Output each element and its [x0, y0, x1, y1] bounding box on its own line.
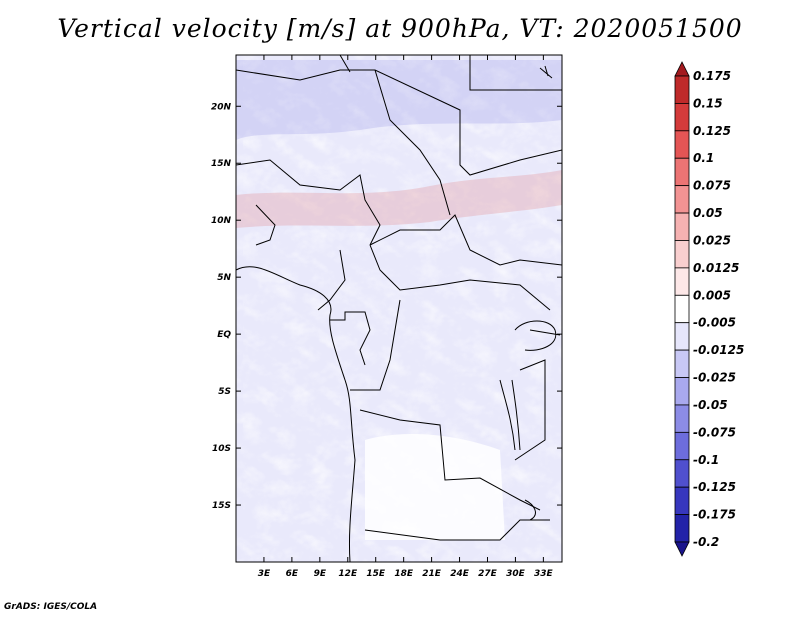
country-border [469, 55, 562, 91]
lon-tick-label: 3E [258, 569, 271, 579]
map-title: Vertical velocity [m/s] at 900hPa, VT: 2… [57, 14, 743, 43]
map-boundaries [236, 55, 562, 562]
map-plot-area [236, 55, 562, 562]
lat-tick-label: 15S [212, 501, 231, 511]
lon-tick-label: 30E [506, 569, 526, 579]
country-border [369, 244, 551, 311]
country-border [359, 409, 541, 511]
colorbar-label: -0.075 [693, 425, 736, 439]
country-border [514, 359, 546, 461]
colorbar-segment [674, 514, 690, 543]
lon-tick-label: 18E [394, 569, 414, 579]
colorbar-segment [674, 185, 690, 214]
colorbar-label: 0.175 [693, 69, 731, 83]
lat-tick-label: 15N [211, 159, 232, 169]
longitude-axis: 3E 6E 9E 12E 15E 18E 21E 24E 27E 30E 33E [258, 55, 554, 579]
colorbar-label: 0.025 [693, 233, 731, 247]
colorbar-top-arrow [674, 61, 690, 77]
colorbar-label: -0.005 [693, 316, 736, 330]
colorbar-label: -0.05 [693, 398, 728, 412]
country-border [350, 299, 401, 391]
colorbar-segment [674, 103, 690, 132]
map-frame [235, 54, 563, 563]
colorbar-label: 0.125 [693, 124, 731, 138]
lake-shoreline [524, 499, 536, 521]
lat-tick-label: 5S [218, 387, 231, 397]
colorbar-label: -0.2 [693, 535, 719, 549]
colorbar-segment [674, 157, 690, 187]
colorbar-segment [674, 404, 690, 433]
lat-tick-label: 10N [211, 216, 232, 226]
country-border [529, 329, 561, 336]
lake-shoreline [499, 379, 521, 451]
colorbar-segment [674, 267, 690, 296]
lon-tick-label: 9E [314, 569, 327, 579]
lat-tick-label: 10S [212, 444, 231, 454]
lon-tick-label: 6E [286, 569, 299, 579]
colorbar: 0.175 0.15 0.125 0.1 0.075 0.05 0.025 0.0125 0.0… [674, 61, 744, 557]
colorbar-label: 0.0125 [693, 261, 739, 275]
lon-tick-label: 24E [450, 569, 470, 579]
colorbar-segment [674, 130, 690, 159]
colorbar-segment [674, 75, 690, 104]
lon-tick-label: 33E [534, 569, 554, 579]
latitude-axis: 20N 15N 10N 5N EQ 5S 10S 15S [211, 102, 562, 511]
colorbar-label: -0.1 [693, 453, 719, 467]
colorbar-label: -0.025 [693, 371, 736, 385]
colorbar-label: 0.075 [693, 179, 731, 193]
country-border [339, 55, 351, 73]
colorbar-label: 0.05 [693, 206, 723, 220]
colorbar-label: -0.125 [693, 480, 736, 494]
colorbar-label: 0.1 [693, 151, 714, 165]
sahel-convergence-band [236, 170, 562, 228]
lat-tick-label: EQ [217, 330, 231, 340]
colorbar-label: -0.175 [693, 508, 736, 522]
lake-shoreline [514, 320, 557, 351]
colorbar-label: 0.005 [693, 288, 731, 302]
southern-calm-region [365, 434, 505, 540]
lon-tick-label: 12E [338, 569, 358, 579]
colorbar-segment [674, 294, 690, 324]
colorbar-segment [674, 322, 690, 351]
colorbar-label: 0.15 [693, 96, 723, 110]
colorbar-segment [674, 377, 690, 406]
northern-blue-region [236, 60, 562, 140]
grads-credit: GrADS: IGES/COLA [4, 602, 98, 612]
country-border [317, 249, 346, 311]
lon-tick-label: 15E [366, 569, 386, 579]
coastline [236, 266, 356, 562]
colorbar-bottom-arrow [674, 541, 690, 557]
lon-tick-label: 27E [478, 569, 498, 579]
colorbar-segment [674, 431, 690, 461]
country-border [369, 214, 562, 266]
country-border [255, 204, 276, 246]
colorbar-segment [674, 349, 690, 378]
lat-tick-label: 20N [211, 102, 232, 112]
lat-tick-label: 5N [217, 273, 231, 283]
colorbar-segment [674, 212, 690, 241]
country-border [236, 159, 381, 246]
country-border [539, 65, 553, 79]
lon-tick-label: 21E [422, 569, 442, 579]
colorbar-segment [674, 459, 690, 488]
colorbar-segment [674, 240, 690, 269]
country-border [374, 69, 451, 216]
colorbar-label: -0.0125 [693, 343, 744, 357]
country-border [330, 311, 371, 366]
country-border [236, 55, 562, 176]
colorbar-segment [674, 486, 690, 515]
